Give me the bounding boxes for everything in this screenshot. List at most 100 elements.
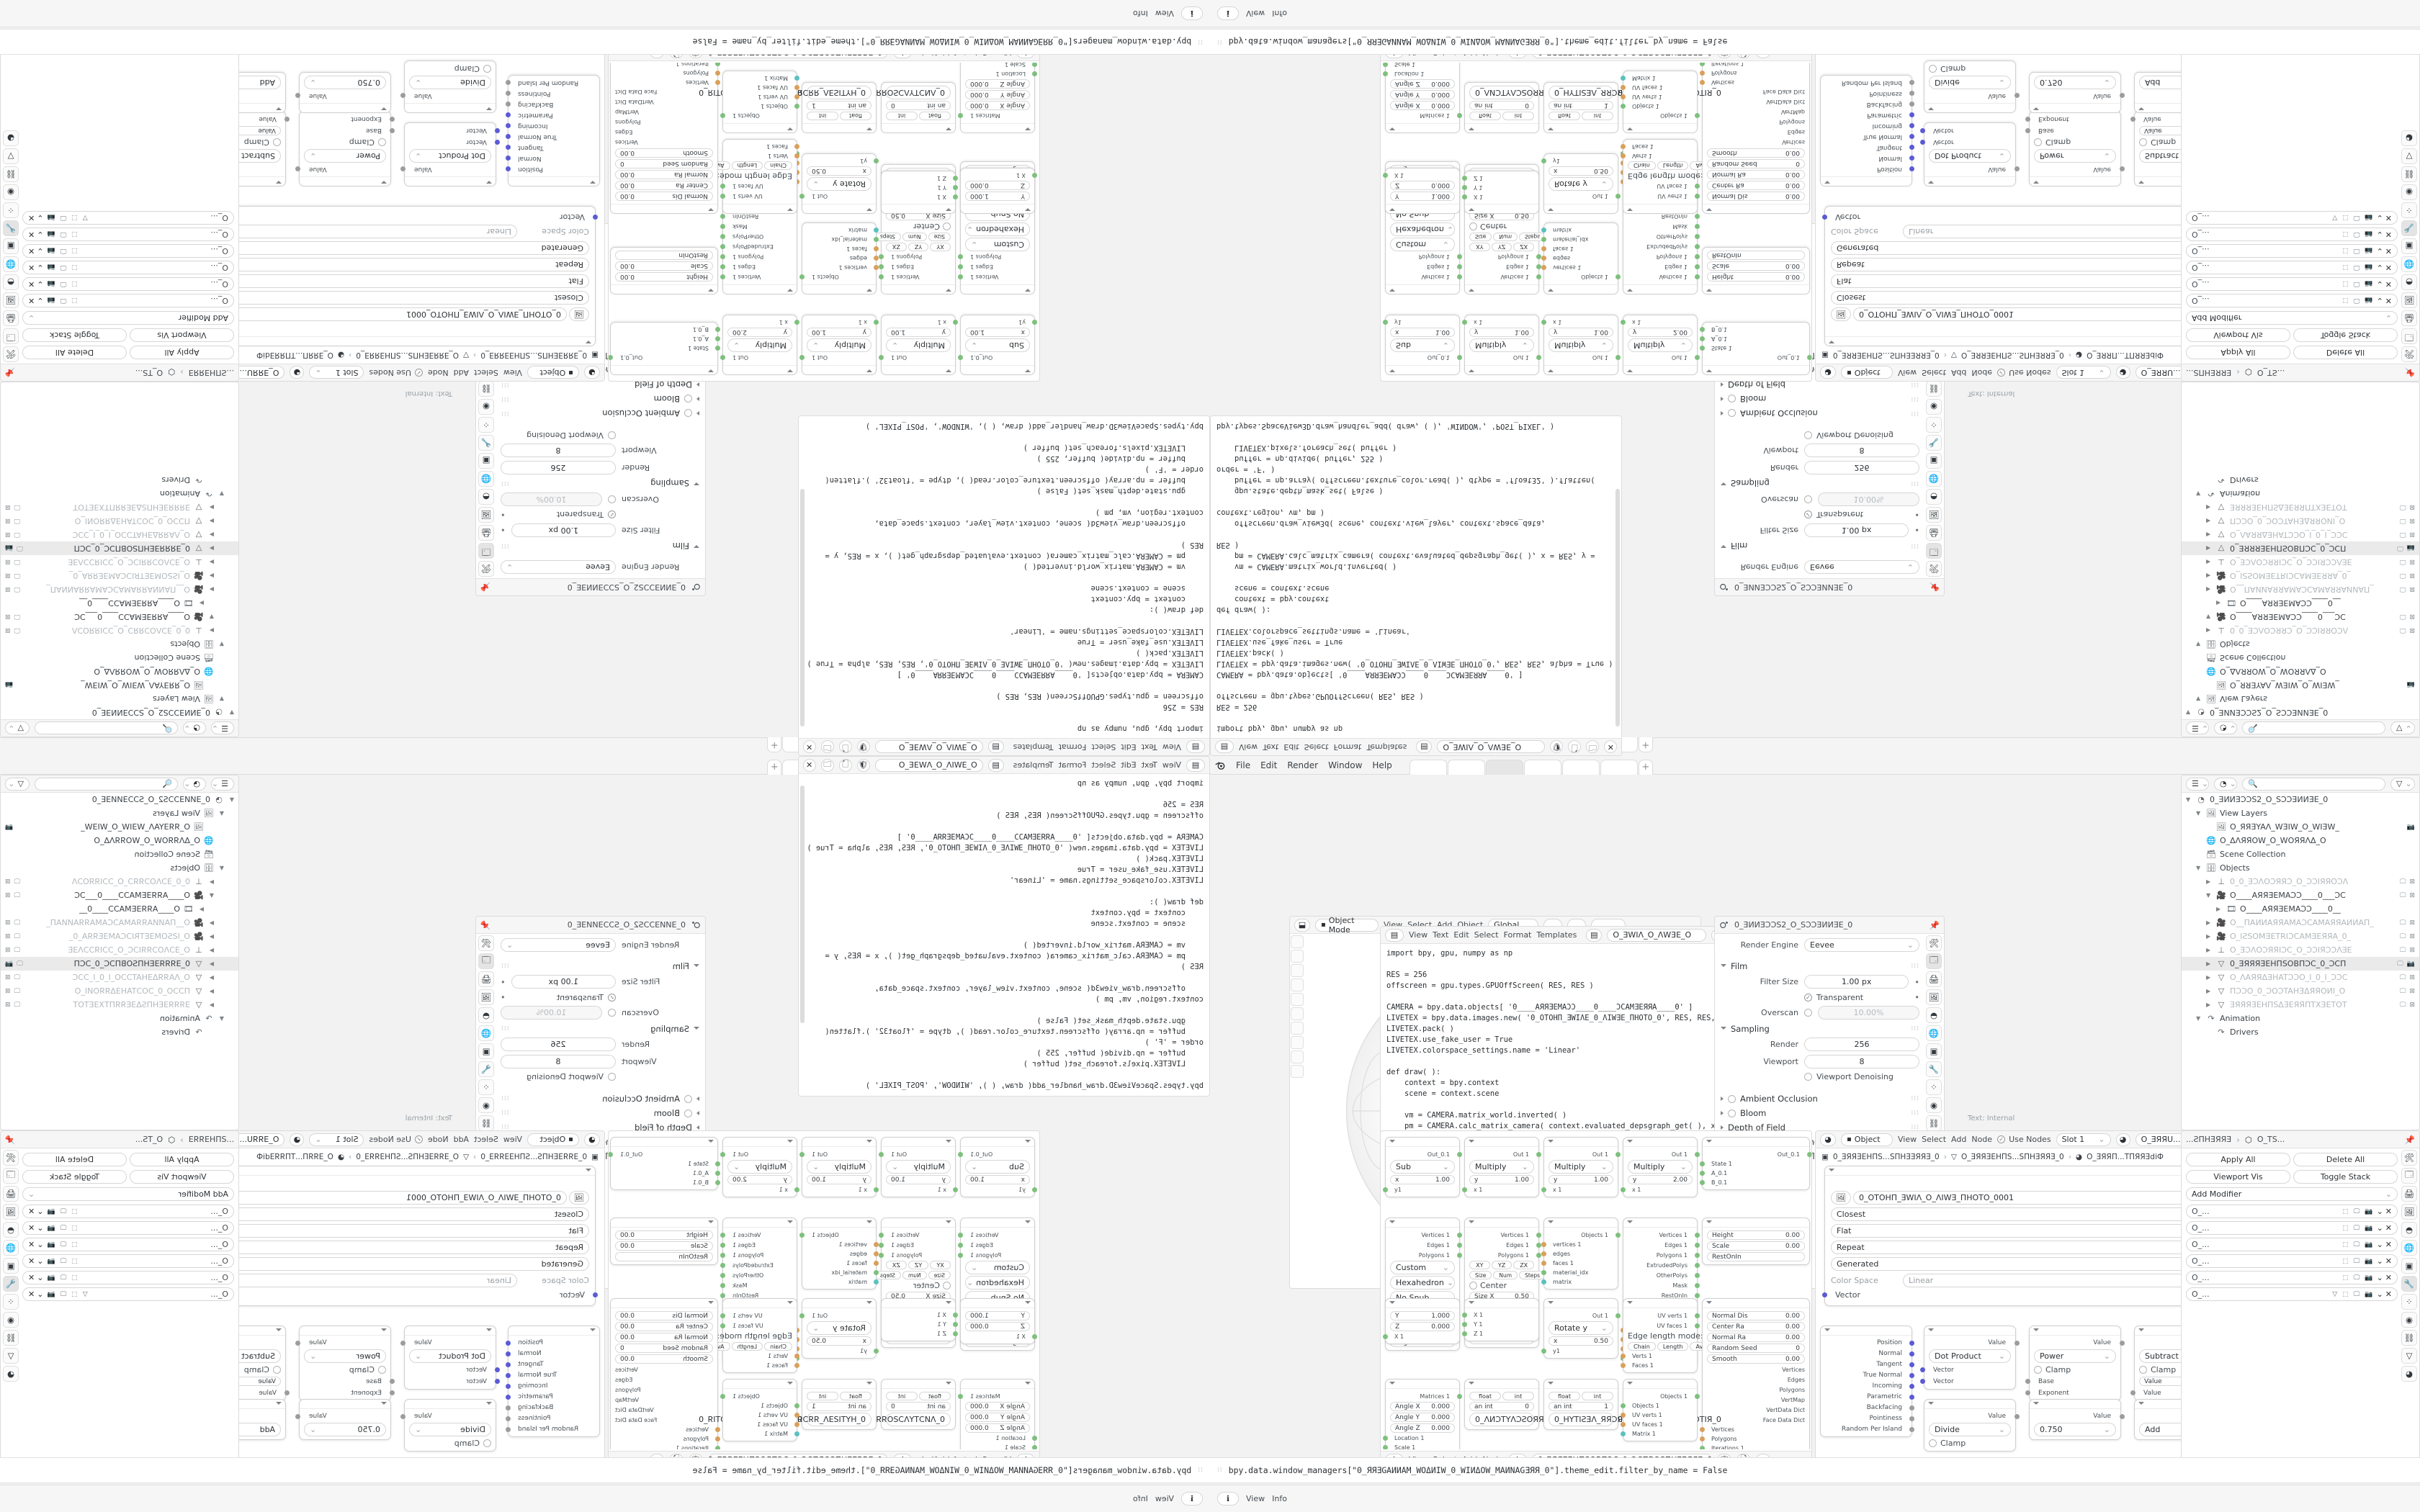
socket-in[interactable] [1621, 76, 1626, 81]
realtime-toggle-icon[interactable]: 🖵 [60, 1224, 67, 1232]
render-visibility-icon[interactable]: ⊠ [2409, 946, 2415, 954]
render-visibility-icon[interactable]: ⊠ [5, 517, 11, 525]
outliner-row[interactable]: ▶ 🎥 O__ПAИИAЯЯAMAƆCAMAЯЯAИИAП_ 🖵 ⊠ [2182, 916, 2419, 930]
disclosure-triangle-icon[interactable]: ▶ [209, 947, 214, 953]
socket-out[interactable] [1695, 194, 1700, 199]
node-tab-yz[interactable]: YZ [908, 1261, 929, 1269]
node-field-normalra[interactable]: Normal Ra 0.00 [615, 1333, 713, 1342]
tab-particles-icon[interactable]: ⁘ [3, 1294, 19, 1310]
node-mode-buttons[interactable]: ChainLengthAverage [1628, 1342, 1726, 1351]
tab-material-icon[interactable]: ◕ [2401, 130, 2417, 146]
socket-in[interactable] [874, 1279, 879, 1284]
outliner-row-restrict-icons[interactable]: 🖵 📷 [2397, 960, 2415, 968]
node-header[interactable] [961, 204, 1034, 213]
node-header[interactable] [882, 365, 955, 374]
socket-value[interactable] [284, 117, 290, 122]
modifier-stack-item[interactable]: O_... ⬚ 🖵 📷 ⌄ ✕ [22, 244, 234, 258]
node-math-3[interactable]: ValueDivideClamp [400, 60, 496, 113]
viewport-visibility-icon[interactable]: 🖵 [17, 960, 23, 968]
socket-out[interactable] [1457, 113, 1462, 119]
close-icon[interactable]: ✕ [28, 1207, 35, 1216]
node-collapse-icon[interactable] [1824, 179, 1830, 184]
socket-in[interactable] [874, 1251, 879, 1256]
prop-panel-ambient-occlusion[interactable]: Ambient Occlusion ⁞⁞⁞ [501, 408, 699, 418]
node-field-centerra[interactable]: Center Ra 0.00 [1707, 181, 1805, 190]
tab-object-icon[interactable]: ▣ [3, 1258, 19, 1274]
viewport-visibility-icon[interactable]: 🖵 [2399, 626, 2406, 634]
text-editor-type-icon[interactable]: ▤ [1186, 758, 1205, 772]
tab-scene-icon[interactable]: ◓ [2401, 274, 2417, 290]
text-menu-templates[interactable]: Templates [1013, 742, 1054, 752]
geometry-node-9[interactable]: Height 0.00 Scale 0.00 RestOnIn [610, 247, 718, 294]
socket-true-normal[interactable] [506, 1372, 511, 1378]
center-checkbox[interactable]: Center [1469, 222, 1534, 231]
socket-in[interactable] [715, 327, 720, 332]
viewport-visibility-icon[interactable]: 🖵 [14, 613, 21, 621]
text-menu-select[interactable]: Select [1091, 742, 1116, 752]
text-editor-header[interactable]: ▤ View Text Edit Select Format Templates… [798, 757, 1209, 774]
node-collapse-icon[interactable] [590, 179, 596, 184]
viewport-visibility-icon[interactable]: 🖵 [2399, 558, 2406, 566]
render-engine-row[interactable]: Render Engine Eevee [1721, 560, 1919, 574]
node-tab-xy[interactable]: XY [930, 243, 951, 251]
socket-out[interactable] [1695, 1282, 1700, 1288]
viewport-visibility-icon[interactable]: 🖵 [2399, 878, 2406, 886]
toggle-circle-icon[interactable] [608, 495, 616, 503]
text-editor-type-icon[interactable]: ▤ [1215, 740, 1234, 754]
info-menu-info[interactable]: Info [1272, 1494, 1287, 1503]
close-text-icon[interactable]: ✕ [1604, 740, 1618, 754]
outliner-tree[interactable]: ▼ ◔ 0_ƎИИƎƆƆS2_O_SƆƆƎИИƎE_0 ▼ 🖼 View Layers 🖼 O… [1, 793, 238, 1130]
math-operation-dropdown[interactable]: Power [304, 1349, 386, 1363]
outliner-row-restrict-icons[interactable]: 🖵 ⊠ [5, 878, 20, 886]
shader-menu-add[interactable]: Add [1951, 368, 1967, 377]
clamp-checkbox[interactable]: Clamp [2034, 1365, 2116, 1374]
chevron-down-icon[interactable] [1548, 287, 1554, 292]
node-field-smooth[interactable]: Smooth 0.00 [615, 1354, 713, 1364]
node-header[interactable] [2030, 1326, 2120, 1336]
socket-tangent[interactable] [506, 145, 511, 150]
text-menu-text[interactable]: Text [1263, 742, 1279, 752]
math-operation-dropdown[interactable]: Dot Product [409, 1349, 491, 1363]
chevron-down-icon[interactable] [866, 1220, 872, 1225]
tab-modifier-icon[interactable]: 🔧 [478, 435, 494, 451]
tab-physics-icon[interactable]: ◉ [3, 184, 19, 200]
shader-breadcrumb[interactable]: ▣ 0_ƎЯЯƎEHПS...SПHƎƎЯЯƎ_0 › ▽ O_ƎЯЯƎEHПS… [256, 351, 599, 359]
node-math-4[interactable]: Value 0.750 [295, 1399, 391, 1440]
viewport-toolbar[interactable] [1291, 935, 1305, 1078]
tool-add-cube-icon[interactable] [1291, 1065, 1304, 1078]
tab-view-layer-icon[interactable]: 🖼 [2401, 292, 2417, 308]
socket-value-out[interactable] [400, 93, 405, 99]
blender-window[interactable]: File Edit Render Window Help + ⬓ ▪ Objec… [1210, 756, 2420, 1512]
chevron-down-icon[interactable] [866, 1381, 872, 1387]
workspace-tab-layout[interactable] [1409, 759, 1447, 775]
geometry-node-10[interactable]: Y 1.000 Z 0.000 X 1 [960, 168, 1037, 214]
disclosure-triangle-icon[interactable]: ▶ [2206, 947, 2211, 953]
socket-in[interactable] [1383, 1334, 1388, 1339]
geometry-node-1[interactable]: Out 1Multiplyy1.00x 1 [879, 1137, 958, 1197]
disclosure-triangle-icon[interactable]: ▼ [2196, 865, 2201, 871]
socket-in[interactable] [874, 1187, 879, 1192]
chevron-down-icon[interactable] [946, 1139, 951, 1145]
text-menu-edit[interactable]: Edit [1453, 930, 1469, 940]
outliner-row-restrict-icons[interactable]: 🖵 ⊠ [2400, 586, 2415, 593]
check-icon[interactable] [608, 510, 616, 519]
socket-true-normal[interactable] [1909, 1372, 1914, 1378]
socket-out[interactable] [799, 1313, 805, 1318]
chevron-down-icon[interactable] [787, 287, 793, 292]
workspace-tab-texture-paint[interactable] [1561, 759, 1600, 775]
node-tab-row[interactable]: XY YZ ZX [885, 243, 951, 251]
disclosure-triangle-icon[interactable]: ▼ [2196, 1015, 2201, 1022]
chevron-down-icon[interactable] [1548, 1381, 1554, 1387]
outliner-row[interactable]: ▶ ▽ ƎЯЯЯƎEHПSΔƎEЯЯПTXƎETOT 🖵 ⊠ [2182, 500, 2419, 514]
viewport-vis-button[interactable]: Viewport Vis [2186, 328, 2290, 342]
node-tab-size[interactable]: Size [1469, 1271, 1492, 1279]
chevron-down-icon[interactable] [1389, 125, 1395, 131]
node-field-scale[interactable]: Scale 0.00 [1707, 261, 1805, 271]
node-field-x[interactable]: x 1.00 [1390, 328, 1455, 337]
socket-out[interactable] [1695, 1252, 1700, 1258]
socket-out[interactable] [958, 1393, 963, 1399]
chevron-down-icon[interactable] [1469, 206, 1474, 212]
open-text-icon[interactable]: 🗀 [1586, 740, 1600, 754]
